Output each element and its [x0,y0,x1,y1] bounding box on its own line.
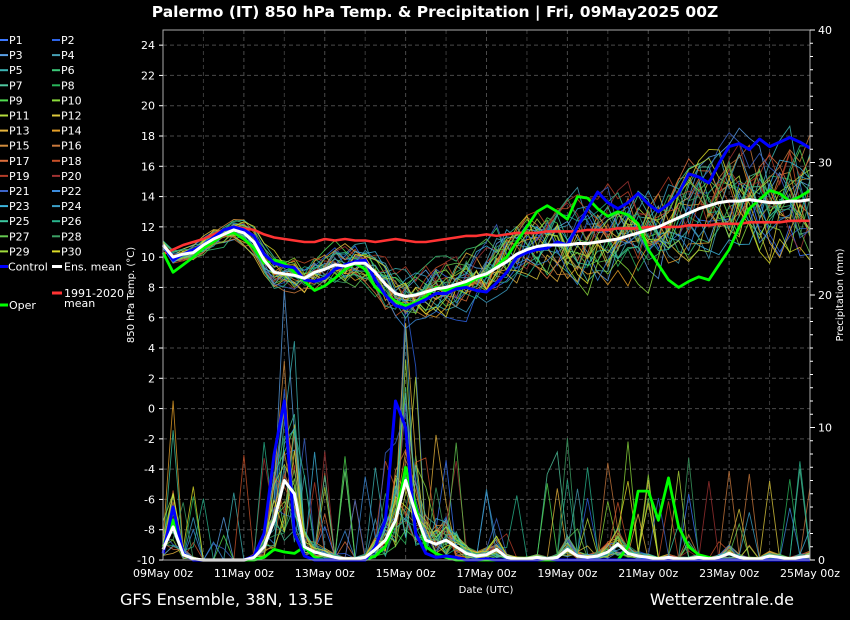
legend-label: P8 [61,79,75,92]
y-tick-label: 10 [141,251,155,264]
legend-label: P13 [9,125,30,138]
legend: P1 P2 P3 P4 P5 P6 P7 P8 P9 P10 P11 P12 P13 P14 P15 P16 P… [0,34,124,312]
x-tick-label: 15May 00z [376,567,436,580]
legend-label-oper: Oper [9,299,36,312]
member-temp-line [162,164,811,314]
member-temp-line [162,148,811,318]
legend-label: P21 [9,185,30,198]
y2-tick-label: 10 [818,422,832,435]
legend-label: P24 [61,200,82,213]
legend-label: P6 [61,64,75,77]
legend-label: P20 [61,170,82,183]
chart-title: Palermo (IT) 850 hPa Temp. & Precipitati… [152,3,718,22]
legend-label: P15 [9,140,30,153]
legend-label: P9 [9,94,23,107]
y-tick-label: -4 [144,463,155,476]
y-axis-label: 850 hPa Temp. (°C) [126,247,137,343]
legend-label: P23 [9,200,30,213]
y2-tick-label: 20 [818,289,832,302]
legend-label: P26 [61,215,82,228]
legend-label-control: Control [8,261,48,274]
member-temp-line [162,159,811,302]
legend-label: P11 [9,110,30,123]
legend-label: P27 [9,230,30,243]
legend-label: P10 [61,94,82,107]
legend-label: P3 [9,49,23,62]
y-tick-label: 4 [148,342,155,355]
x-tick-label: 25May 00z [780,567,840,580]
member-temp-line [162,145,811,310]
y2-axis: 0 10 20 30 40 [810,24,832,567]
y-tick-label: 20 [141,100,155,113]
y-tick-label: 12 [141,221,155,234]
y-tick-label: 22 [141,69,155,82]
x-tick-label: 23May 00z [699,567,759,580]
y-tick-label: 6 [148,312,155,325]
y2-axis-label: Precipitation (mm) [835,248,846,341]
y-tick-label: -10 [137,554,155,567]
legend-label: P19 [9,170,30,183]
legend-label: P14 [61,125,82,138]
legend-label-ens-mean: Ens. mean [64,261,122,274]
legend-label: P7 [9,79,23,92]
legend-label: P5 [9,64,23,77]
legend-label: P4 [61,49,75,62]
legend-label-climate: 1991-2020 [64,287,124,300]
legend-label: P29 [9,245,30,258]
y-tick-label: 24 [141,39,155,52]
site-credit: Wetterzentrale.de [650,590,794,609]
y-tick-label: 8 [148,281,155,294]
legend-label: P30 [61,245,82,258]
x-tick-label: 13May 00z [295,567,355,580]
y-tick-label: -8 [144,524,155,537]
ens-mean-temp-line [161,198,811,298]
legend-label: P18 [61,155,82,168]
member-precip-line [162,322,811,561]
member-temp-line [162,153,811,313]
legend-label: P17 [9,155,30,168]
legend-label: P2 [61,34,75,47]
climate-temp-line [162,219,810,256]
legend-label: P22 [61,185,82,198]
y2-tick-label: 40 [818,24,832,37]
legend-label-climate-2: mean [64,297,95,310]
x-tick-label: 17May 00z [456,567,516,580]
control-temp-line [161,136,811,311]
x-axis-label: Date (UTC) [459,585,514,596]
legend-label: P16 [61,140,82,153]
y2-tick-label: 0 [818,554,825,567]
x-tick-label: 21May 00z [618,567,678,580]
legend-label: P25 [9,215,30,228]
grid [163,30,810,560]
legend-label: P12 [61,110,82,123]
y-tick-label: 2 [148,372,155,385]
legend-label: P1 [9,34,23,47]
x-tick-label: 09May 00z [133,567,193,580]
y2-tick-label: 30 [818,157,832,170]
y-tick-label: 16 [141,160,155,173]
x-tick-label: 19May 00z [537,567,597,580]
member-temp-line [162,162,811,311]
x-tick-label: 11May 00z [214,567,274,580]
x-axis: 09May 00z 11May 00z 13May 00z 15May 00z 17Ma… [133,567,840,580]
y-tick-label: 0 [148,403,155,416]
y-tick-label: 14 [141,191,155,204]
legend-label: P28 [61,230,82,243]
y-tick-label: -6 [144,493,155,506]
model-info: GFS Ensemble, 38N, 13.5E [120,590,333,609]
y-tick-label: -2 [144,433,155,446]
y-tick-label: 18 [141,130,155,143]
ens-mean-precip-line [161,479,811,562]
